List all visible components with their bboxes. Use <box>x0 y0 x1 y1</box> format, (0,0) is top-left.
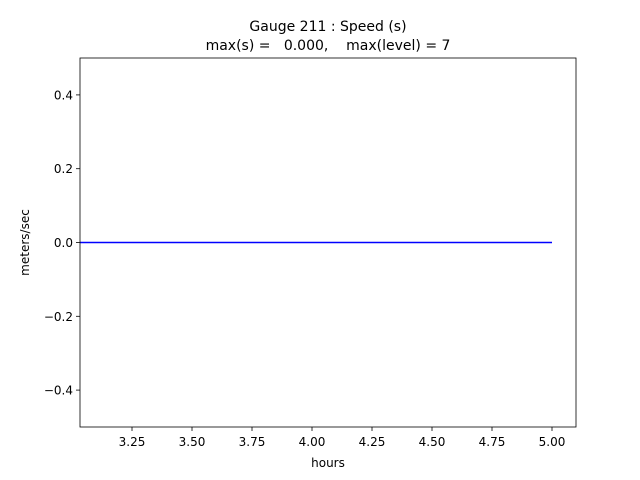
x-tick-label: 4.50 <box>419 435 446 449</box>
y-tick-label: 0.4 <box>54 88 73 102</box>
x-tick-label: 4.25 <box>359 435 386 449</box>
y-tick-label: 0.2 <box>54 162 73 176</box>
x-tick-label: 3.25 <box>119 435 146 449</box>
chart-title: Gauge 211 : Speed (s) <box>249 19 406 35</box>
x-tick-label: 4.75 <box>479 435 506 449</box>
x-tick-label: 4.00 <box>299 435 326 449</box>
chart-subtitle: max(s) = 0.000, max(level) = 7 <box>206 38 451 54</box>
x-tick-label: 3.50 <box>179 435 206 449</box>
x-tick-label: 3.75 <box>239 435 266 449</box>
x-tick-label: 5.00 <box>539 435 566 449</box>
y-tick-label: −0.2 <box>44 310 73 324</box>
y-axis-label: meters/sec <box>18 209 32 276</box>
x-axis-label: hours <box>311 456 345 470</box>
y-tick-label: 0.0 <box>54 236 73 250</box>
plot-frame <box>79 57 577 428</box>
y-tick-label: −0.4 <box>44 384 73 398</box>
